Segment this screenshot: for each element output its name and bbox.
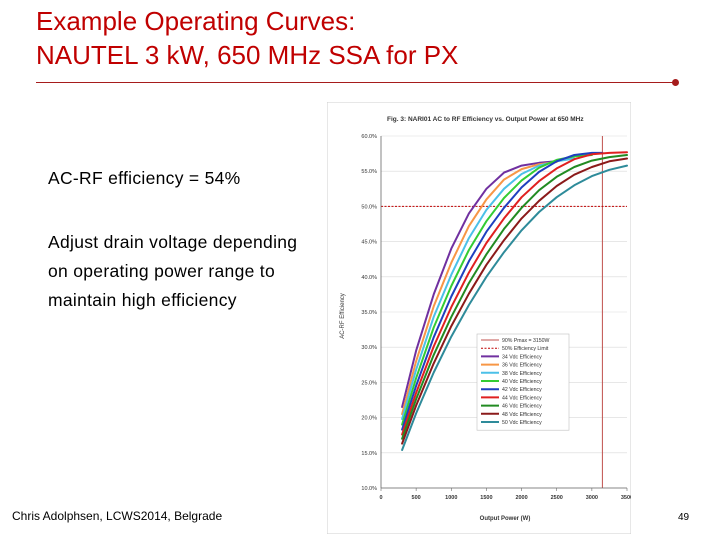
title-divider [36,82,676,83]
x-axis-label: Output Power (W) [480,516,531,522]
y-tick-label: 55.0% [361,169,377,175]
series-line [401,157,628,445]
x-tick-label: 0 [379,495,382,501]
efficiency-text: AC-RF efficiency = 54% [48,168,241,188]
x-tick-label: 1000 [445,495,457,501]
title-line-2: NAUTEL 3 kW, 650 MHz SSA for PX [36,40,459,70]
y-tick-label: 40.0% [361,275,377,281]
title-divider-dot [672,79,679,86]
y-axis-label: AC-RF Efficiency [340,293,346,339]
y-tick-label: 20.0% [361,416,377,422]
x-tick-label: 1500 [480,495,492,501]
y-tick-label: 30.0% [361,345,377,351]
x-tick-label: 2500 [551,495,563,501]
x-tick-label: 3500 [621,495,631,501]
drain-voltage-text: Adjust drain voltage depending on operat… [48,232,298,310]
legend-label: 40 Vdc Efficiency [502,379,542,385]
y-tick-label: 35.0% [361,310,377,316]
series-line [401,151,628,436]
y-tick-label: 60.0% [361,134,377,140]
y-tick-label: 25.0% [361,380,377,386]
y-tick-label: 15.0% [361,451,377,457]
efficiency-chart-svg: Fig. 3: NARI01 AC to RF Efficiency vs. O… [326,101,633,535]
legend-label: 38 Vdc Efficiency [502,371,542,377]
legend-label: 42 Vdc Efficiency [502,387,542,393]
page-number: 49 [678,512,690,523]
y-tick-label: 45.0% [361,240,377,246]
series-line [401,164,628,451]
chart-title: Fig. 3: NARI01 AC to RF Efficiency vs. O… [387,116,584,123]
y-tick-label: 50.0% [361,204,377,210]
chart-border [326,101,632,535]
legend-label: 50% Efficiency Limit [502,346,549,352]
series-line [401,151,604,431]
y-tick-label: 10.0% [361,486,377,492]
series-line [401,161,558,416]
legend-label: 34 Vdc Efficiency [502,354,542,360]
legend-label: 90% Pmax = 3150W [502,338,550,344]
x-tick-label: 3000 [586,495,598,501]
chart-series [401,151,628,451]
title-line-1: Example Operating Curves: [36,6,356,36]
legend-label: 48 Vdc Efficiency [502,412,542,418]
slide-title: Example Operating Curves: NAUTEL 3 kW, 6… [36,4,458,72]
x-tick-label: 2000 [515,495,527,501]
series-line [401,160,558,408]
chart-axes: 10.0% 15.0% 20.0% 25.0% 30.0% 35.0% 40.0% 45.0%… [361,134,633,501]
series-line [401,154,628,440]
legend-label: 50 Vdc Efficiency [502,420,542,426]
footer-credit: Chris Adolphsen, LCWS2014, Belgrade [12,509,223,523]
x-tick-label: 500 [412,495,421,501]
legend-label: 44 Vdc Efficiency [502,395,542,401]
chart-legend: 90% Pmax = 3150W 50% Efficiency Limit 34 V… [476,333,570,431]
legend-label: 36 Vdc Efficiency [502,363,542,369]
legend-label: 46 Vdc Efficiency [502,404,542,410]
efficiency-chart: Fig. 3: NARI01 AC to RF Efficiency vs. O… [326,101,633,535]
